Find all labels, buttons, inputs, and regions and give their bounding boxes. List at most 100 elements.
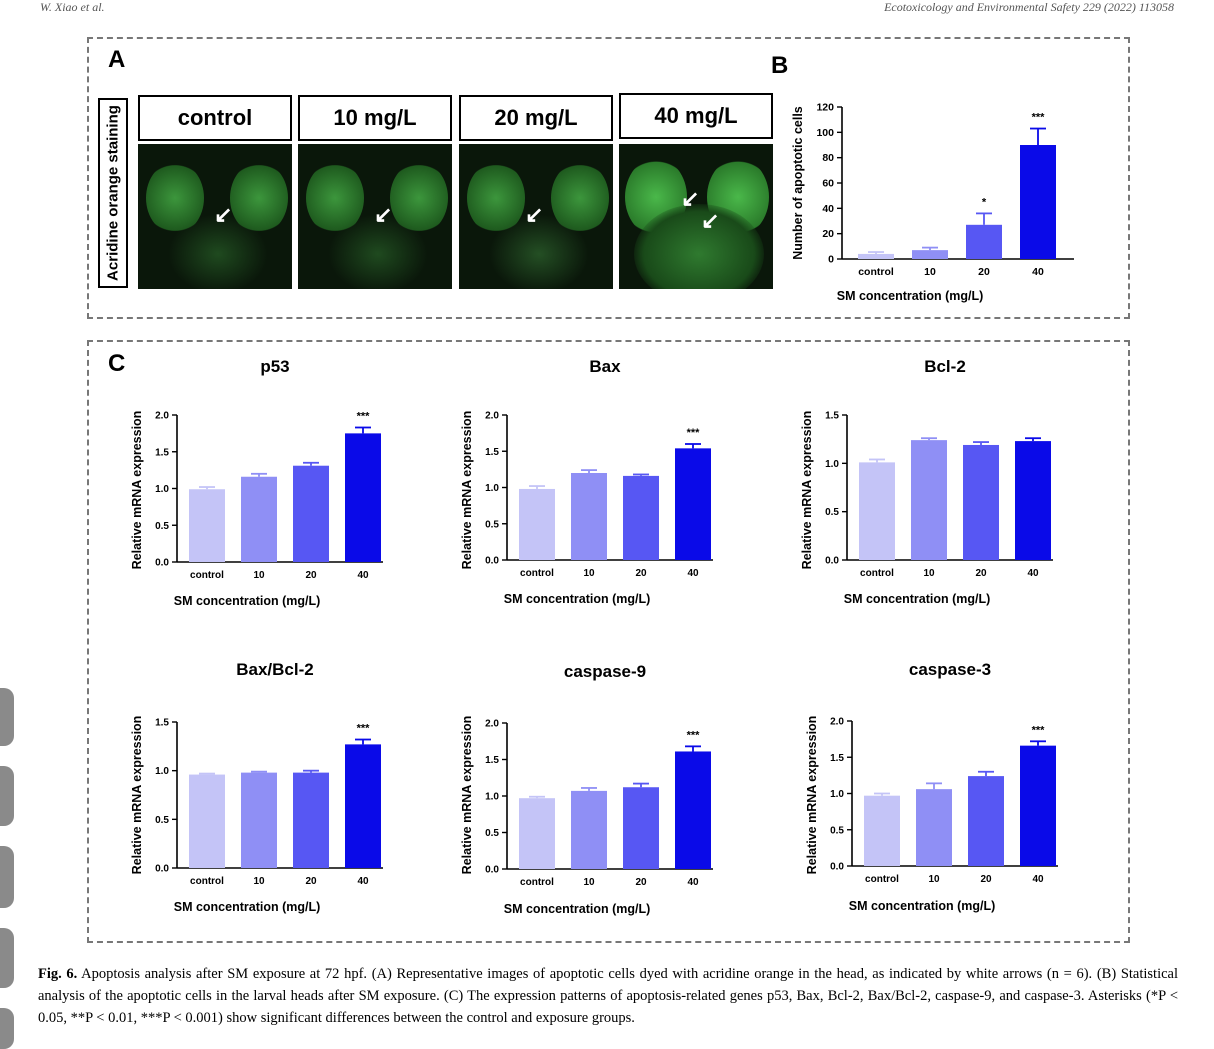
significance-label: *** bbox=[687, 427, 701, 439]
y-tick-label: 0.5 bbox=[485, 519, 499, 530]
bar bbox=[293, 465, 329, 562]
bar bbox=[623, 787, 659, 869]
x-tick-label: 40 bbox=[687, 877, 699, 888]
bar bbox=[675, 751, 711, 869]
apoptosis-arrow-icon: ↙ bbox=[214, 202, 233, 227]
side-tab[interactable] bbox=[0, 846, 14, 908]
x-tick-label: control bbox=[860, 568, 894, 579]
apoptosis-arrow-icon: ↙ bbox=[374, 202, 393, 227]
bar bbox=[1015, 441, 1051, 560]
bar bbox=[189, 489, 225, 562]
y-tick-label: 1.5 bbox=[485, 755, 499, 766]
y-tick-label: 0.0 bbox=[485, 865, 499, 876]
x-tick-label: 20 bbox=[975, 568, 987, 579]
chart-apoptotic-cells: 0 20 40 60 80 100 120 control 10 20 * 40 *** SM conce… bbox=[791, 102, 1074, 303]
chart-title: Bax/Bcl-2 bbox=[236, 660, 313, 679]
micrograph-40: ↙ ↙ bbox=[619, 144, 773, 289]
bar bbox=[345, 744, 381, 868]
panel-b-letter: B bbox=[771, 52, 789, 79]
y-tick-label: 0.0 bbox=[155, 558, 169, 569]
apoptosis-arrow-icon: ↙ bbox=[681, 186, 700, 211]
y-axis-label: Relative mRNA expression bbox=[130, 411, 144, 570]
y-tick-label: 0.0 bbox=[825, 556, 839, 567]
x-tick-label: 20 bbox=[305, 876, 317, 887]
y-tick-label: 1.0 bbox=[155, 766, 169, 777]
bar bbox=[293, 772, 329, 868]
caption-text: Apoptosis analysis after SM exposure at … bbox=[38, 966, 1179, 1026]
bar bbox=[623, 475, 659, 560]
x-tick-label: 10 bbox=[924, 266, 936, 278]
y-tick-label: 0 bbox=[828, 254, 834, 266]
y-axis-label: Relative mRNA expression bbox=[460, 716, 474, 875]
y-axis-label: Relative mRNA expression bbox=[805, 716, 819, 875]
x-tick-label: 10 bbox=[253, 876, 265, 887]
y-axis-label: Relative mRNA expression bbox=[460, 411, 474, 570]
significance-label: * bbox=[982, 196, 987, 208]
y-axis-label: Number of apoptotic cells bbox=[791, 106, 805, 260]
micrograph-20: ↙ bbox=[459, 144, 613, 289]
y-tick-label: 1.0 bbox=[485, 792, 499, 803]
bar bbox=[571, 790, 607, 869]
chart-bax: Bax 0.0 0.5 1.0 1.5 2.0 control 10 20 40 *** SM con… bbox=[460, 357, 713, 606]
chart-title: Bcl-2 bbox=[924, 357, 966, 376]
header-author: W. Xiao et al. bbox=[40, 0, 105, 14]
image-label-20: 20 mg/L bbox=[459, 95, 613, 141]
x-tick-label: control bbox=[865, 874, 899, 885]
y-tick-label: 0.0 bbox=[830, 862, 844, 873]
y-tick-label: 0.5 bbox=[485, 828, 499, 839]
side-tab[interactable] bbox=[0, 766, 14, 826]
x-tick-label: 40 bbox=[357, 570, 369, 581]
y-tick-label: 1.5 bbox=[830, 753, 844, 764]
x-axis-label: SM concentration (mg/L) bbox=[174, 594, 321, 608]
chart-title: p53 bbox=[260, 357, 289, 376]
chart-title: caspase-9 bbox=[564, 662, 646, 681]
acridine-side-label-text: Acridine orange staining bbox=[104, 105, 122, 281]
x-tick-label: 20 bbox=[635, 877, 647, 888]
y-tick-label: 1.0 bbox=[485, 483, 499, 494]
x-tick-label: 10 bbox=[583, 568, 595, 579]
panel-c-letter: C bbox=[108, 350, 126, 377]
y-tick-label: 2.0 bbox=[485, 411, 499, 422]
bar bbox=[1020, 745, 1056, 866]
chart-title: caspase-3 bbox=[909, 660, 991, 679]
bar bbox=[916, 789, 952, 866]
y-tick-label: 2.0 bbox=[830, 717, 844, 728]
side-tab[interactable] bbox=[0, 688, 14, 746]
bar bbox=[519, 488, 555, 560]
x-axis-label: SM concentration (mg/L) bbox=[844, 592, 991, 606]
y-tick-label: 80 bbox=[822, 152, 834, 164]
x-tick-label: 40 bbox=[1027, 568, 1039, 579]
bar bbox=[859, 462, 895, 560]
x-tick-label: 40 bbox=[357, 876, 369, 887]
x-tick-label: 20 bbox=[305, 570, 317, 581]
bar bbox=[1020, 145, 1056, 259]
y-tick-label: 0.5 bbox=[155, 815, 169, 826]
micrograph-control: ↙ bbox=[138, 144, 292, 289]
x-tick-label: control bbox=[520, 877, 554, 888]
side-tab[interactable] bbox=[0, 1008, 14, 1049]
x-tick-label: 20 bbox=[635, 568, 647, 579]
bar bbox=[912, 250, 948, 259]
y-tick-label: 120 bbox=[816, 102, 834, 114]
micrograph-10: ↙ bbox=[298, 144, 452, 289]
y-tick-label: 0.0 bbox=[485, 556, 499, 567]
x-tick-label: 10 bbox=[923, 568, 935, 579]
bar bbox=[858, 253, 894, 259]
header-journal: Ecotoxicology and Environmental Safety 2… bbox=[884, 0, 1174, 14]
y-tick-label: 60 bbox=[822, 178, 834, 190]
x-tick-label: control bbox=[190, 570, 224, 581]
significance-label: *** bbox=[1032, 112, 1046, 124]
caption-label: Fig. 6. bbox=[38, 966, 78, 982]
bar bbox=[519, 798, 555, 869]
bar bbox=[241, 476, 277, 562]
x-axis-label: SM concentration (mg/L) bbox=[849, 899, 996, 913]
chart-p53: p53 0.0 0.5 1.0 1.5 2.0 control 10 20 40 *** SM con… bbox=[130, 357, 383, 608]
chart-caspase9: caspase-9 0.0 0.5 1.0 1.5 2.0 control 10 20 40 ***… bbox=[460, 662, 713, 916]
y-axis-label: Relative mRNA expression bbox=[130, 716, 144, 875]
chart-caspase3: caspase-3 0.0 0.5 1.0 1.5 2.0 control 10 20 40 ***… bbox=[805, 660, 1058, 913]
chart-title: Bax bbox=[589, 357, 621, 376]
y-tick-label: 100 bbox=[816, 127, 834, 139]
chart-bcl2: Bcl-2 0.0 0.5 1.0 1.5 control 10 20 40 SM concent… bbox=[800, 357, 1053, 606]
side-tab[interactable] bbox=[0, 928, 14, 988]
y-tick-label: 0.5 bbox=[830, 825, 844, 836]
